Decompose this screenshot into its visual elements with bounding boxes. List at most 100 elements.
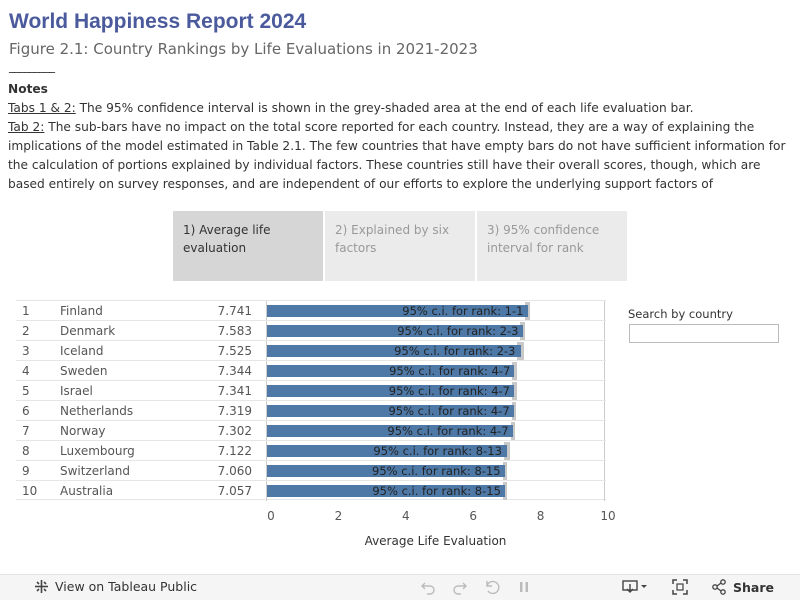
- notes-tabs12-text: The 95% confidence interval is shown in …: [75, 101, 694, 115]
- undo-button[interactable]: [420, 579, 436, 595]
- score-label: 7.741: [217, 304, 252, 318]
- rank-label: 6: [22, 404, 30, 418]
- life-evaluation-bar[interactable]: [267, 365, 515, 377]
- score-label: 7.060: [217, 464, 252, 478]
- x-tick-label: 8: [536, 509, 545, 523]
- rank-label: 3: [22, 344, 30, 358]
- separator-rule: _________: [9, 59, 55, 73]
- notes-heading: Notes: [8, 82, 48, 96]
- life-evaluation-bar[interactable]: [267, 485, 505, 497]
- country-label: Denmark: [60, 324, 116, 338]
- share-label: Share: [733, 579, 774, 595]
- rank-label: 4: [22, 364, 30, 378]
- bar-track: 95% c.i. for rank: 2-3: [266, 321, 605, 341]
- notes-tab2-text: The sub-bars have no impact on the total…: [8, 120, 786, 190]
- tab-explained-by-six-factors[interactable]: 2) Explained by six factors: [325, 211, 475, 281]
- search-country-input[interactable]: [629, 324, 779, 343]
- rank-ci-label: 95% c.i. for rank: 4-7: [389, 364, 511, 378]
- confidence-interval-band: [512, 362, 517, 380]
- view-on-tableau-public-link[interactable]: View on Tableau Public: [34, 579, 197, 594]
- life-evaluation-bar[interactable]: [267, 405, 514, 417]
- rank-ci-label: 95% c.i. for rank: 1-1: [402, 304, 524, 318]
- life-evaluation-bar[interactable]: [267, 305, 528, 317]
- score-label: 7.583: [217, 324, 252, 338]
- table-row[interactable]: 2 Denmark 7.583 95% c.i. for rank: 2-3: [16, 320, 606, 341]
- table-row[interactable]: 6 Netherlands 7.319 95% c.i. for rank: 4-7: [16, 400, 606, 421]
- bar-track: 95% c.i. for rank: 4-7: [266, 361, 605, 381]
- life-evaluation-bar[interactable]: [267, 385, 515, 397]
- bar-track: 95% c.i. for rank: 4-7: [266, 381, 605, 401]
- pause-button[interactable]: [516, 579, 532, 595]
- view-tabs: 1) Average life evaluation 2) Explained …: [173, 211, 627, 281]
- fullscreen-button[interactable]: [672, 579, 688, 595]
- view-on-tableau-label: View on Tableau Public: [55, 579, 198, 594]
- tableau-logo-icon: [34, 579, 49, 594]
- country-label: Israel: [60, 384, 93, 398]
- download-button[interactable]: [622, 579, 648, 595]
- life-evaluation-bar[interactable]: [267, 445, 507, 457]
- share-icon: [711, 579, 727, 595]
- rank-ci-label: 95% c.i. for rank: 2-3: [397, 324, 519, 338]
- score-label: 7.122: [217, 444, 252, 458]
- search-label: Search by country: [628, 307, 733, 321]
- rank-label: 1: [22, 304, 30, 318]
- score-label: 7.525: [217, 344, 252, 358]
- table-row[interactable]: 4 Sweden 7.344 95% c.i. for rank: 4-7: [16, 360, 606, 381]
- table-row[interactable]: 10 Australia 7.057 95% c.i. for rank: 8-15: [16, 480, 606, 501]
- score-label: 7.344: [217, 364, 252, 378]
- rank-ci-label: 95% c.i. for rank: 4-7: [388, 404, 510, 418]
- bar-track: 95% c.i. for rank: 8-15: [266, 461, 605, 481]
- revert-button[interactable]: [484, 579, 500, 595]
- bar-track: 95% c.i. for rank: 8-15: [266, 481, 605, 501]
- fullscreen-icon: [672, 579, 688, 595]
- table-row[interactable]: 8 Luxembourg 7.122 95% c.i. for rank: 8-13: [16, 440, 606, 461]
- life-evaluation-bar[interactable]: [267, 345, 521, 357]
- bar-track: 95% c.i. for rank: 8-13: [266, 441, 605, 461]
- rank-label: 9: [22, 464, 30, 478]
- country-label: Switzerland: [60, 464, 130, 478]
- rank-label: 7: [22, 424, 30, 438]
- life-evaluation-bar[interactable]: [267, 465, 505, 477]
- redo-button[interactable]: [452, 579, 468, 595]
- ranking-chart: 1 Finland 7.741 95% c.i. for rank: 1-1 2 Denm…: [16, 300, 606, 501]
- life-evaluation-bar[interactable]: [267, 325, 523, 337]
- x-tick-label: 6: [469, 509, 478, 523]
- undo-icon: [420, 579, 436, 595]
- tab-average-life-evaluation[interactable]: 1) Average life evaluation: [173, 211, 323, 281]
- notes-paragraph-1: Tabs 1 & 2: The 95% confidence interval …: [8, 99, 788, 118]
- x-tick-label: 2: [334, 509, 343, 523]
- life-evaluation-bar[interactable]: [267, 425, 514, 437]
- table-row[interactable]: 5 Israel 7.341 95% c.i. for rank: 4-7: [16, 380, 606, 401]
- rank-ci-label: 95% c.i. for rank: 2-3: [394, 344, 516, 358]
- rank-ci-label: 95% c.i. for rank: 8-15: [372, 484, 501, 498]
- redo-icon: [452, 579, 468, 595]
- share-button[interactable]: Share: [711, 579, 774, 595]
- notes-tabs12-label: Tabs 1 & 2:: [8, 101, 76, 115]
- rank-label: 10: [22, 484, 38, 498]
- notes-panel: Notes Tabs 1 & 2: The 95% confidence int…: [8, 80, 788, 190]
- viz-title: World Happiness Report 2024: [9, 10, 307, 33]
- table-row[interactable]: 3 Iceland 7.525 95% c.i. for rank: 2-3: [16, 340, 606, 361]
- table-row[interactable]: 7 Norway 7.302 95% c.i. for rank: 4-7: [16, 420, 606, 441]
- confidence-interval-band: [511, 402, 516, 420]
- confidence-interval-band: [520, 322, 525, 340]
- score-label: 7.341: [217, 384, 252, 398]
- x-tick-label: 10: [600, 509, 616, 523]
- tableau-footer: View on Tableau Public Share: [0, 574, 800, 600]
- tab-confidence-interval-rank[interactable]: 3) 95% confidence interval for rank: [477, 211, 627, 281]
- rank-label: 5: [22, 384, 30, 398]
- bar-track: 95% c.i. for rank: 2-3: [266, 341, 605, 361]
- rank-label: 8: [22, 444, 30, 458]
- bar-track: 95% c.i. for rank: 1-1: [266, 301, 605, 321]
- table-row[interactable]: 9 Switzerland 7.060 95% c.i. for rank: 8-15: [16, 460, 606, 481]
- score-label: 7.057: [217, 484, 252, 498]
- rank-ci-label: 95% c.i. for rank: 4-7: [388, 384, 510, 398]
- notes-tab2-label: Tab 2:: [8, 120, 45, 134]
- table-row[interactable]: 1 Finland 7.741 95% c.i. for rank: 1-1: [16, 300, 606, 321]
- download-icon: [622, 579, 648, 595]
- rank-label: 2: [22, 324, 30, 338]
- country-label: Iceland: [60, 344, 104, 358]
- confidence-interval-band: [502, 482, 507, 500]
- country-label: Australia: [60, 484, 114, 498]
- country-label: Norway: [60, 424, 106, 438]
